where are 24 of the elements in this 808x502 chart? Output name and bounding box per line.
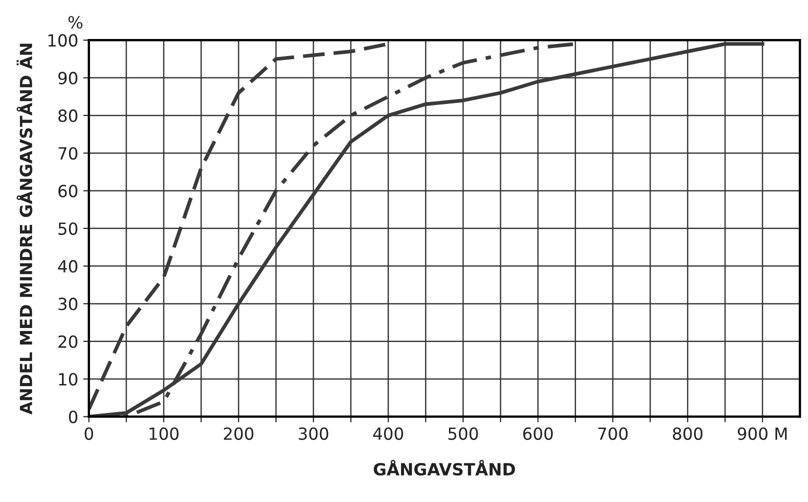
- x-tick-label: 400: [373, 427, 404, 440]
- y-tick-label: 70: [58, 147, 78, 160]
- y-tick-label: 80: [58, 109, 78, 122]
- x-tick-label: 900 M: [738, 427, 787, 440]
- y-tick-label: 60: [58, 184, 78, 198]
- x-tick-label: 200: [224, 427, 254, 440]
- x-tick-label: 0: [84, 427, 94, 440]
- x-axis-title: GÅNGAVSTÅND: [374, 460, 515, 476]
- y-axis-title: ANDEL MED MINDRE GÅNGAVSTÅND ÄN: [16, 44, 32, 414]
- x-tick-label: 100: [150, 427, 179, 440]
- x-tick-label: 300: [298, 427, 328, 440]
- y-tick-label: 30: [58, 298, 78, 310]
- y-tick-label: 40: [58, 260, 78, 273]
- text: %: [68, 16, 82, 29]
- y-tick-label: 100: [48, 34, 78, 47]
- y-tick-label: 90: [58, 72, 78, 84]
- y-tick-label: 20: [58, 335, 78, 348]
- y-tick-label: 50: [58, 222, 78, 235]
- x-tick-label: 800: [672, 427, 702, 440]
- x-tick-label: 700: [598, 427, 628, 440]
- y-tick-label: 0: [68, 410, 78, 424]
- x-tick-label: 500: [448, 427, 478, 440]
- x-tick-label: 600: [523, 427, 553, 440]
- y-tick-label: 10: [59, 372, 78, 386]
